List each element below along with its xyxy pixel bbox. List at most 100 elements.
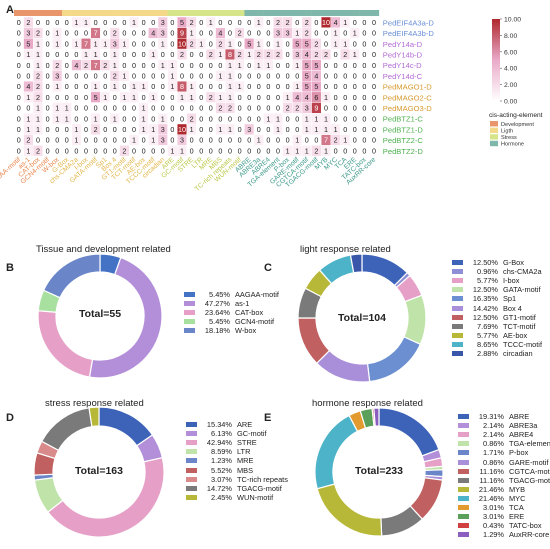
- heatmap-cell-value: 1: [257, 61, 261, 70]
- heatmap-row-label: PedBTZ1-D: [383, 125, 424, 134]
- heatmap-legend-swatch: [490, 140, 498, 147]
- heatmap-group-bar-14: [148, 10, 159, 16]
- legend-percent: 12.50%: [472, 312, 498, 322]
- heatmap-cell-value: 0: [372, 93, 376, 102]
- heatmap-cell-value: 0: [151, 71, 155, 80]
- donut-chart-b: [37, 253, 163, 379]
- heatmap-cell-value: 1: [94, 114, 98, 123]
- heatmap-cell-value: 0: [362, 136, 366, 145]
- heatmap-row-label: PedY14c-D: [383, 61, 422, 70]
- heatmap-cell-value: 0: [132, 29, 136, 38]
- legend-percent: 8.65%: [477, 339, 498, 349]
- heatmap-cell-value: 0: [94, 104, 98, 113]
- heatmap-cell-value: 1: [305, 146, 309, 155]
- heatmap-cell-value: 0: [151, 61, 155, 70]
- heatmap-cell-value: 0: [122, 82, 126, 91]
- heatmap-cell-value: 2: [295, 104, 299, 113]
- heatmap-cell-value: 2: [122, 146, 126, 155]
- heatmap-cell-value: 0: [199, 136, 203, 145]
- heatmap-legend-label: Development: [501, 122, 534, 128]
- legend-item-ltr: 8.59% LTR: [186, 447, 288, 456]
- heatmap-cell-value: 1: [26, 50, 30, 59]
- heatmap-cell-value: 0: [372, 104, 376, 113]
- legend-swatch: [184, 319, 195, 325]
- heatmap-cell-value: 0: [362, 29, 366, 38]
- heatmap-cell-value: 0: [353, 125, 357, 134]
- heatmap-cell-value: 1: [247, 50, 251, 59]
- legend-swatch: [458, 486, 469, 492]
- donut-chart-d: [33, 406, 165, 538]
- heatmap-cell-value: 0: [46, 18, 50, 27]
- colorbar-tick-label: 2.00: [504, 82, 517, 89]
- heatmap-cell-value: 0: [276, 146, 280, 155]
- heatmap-cell-value: 7: [94, 61, 98, 70]
- heatmap-cell-value: 0: [55, 18, 59, 27]
- heatmap-cell-value: 0: [334, 146, 338, 155]
- heatmap-cell-value: 0: [94, 71, 98, 80]
- heatmap-cell-value: 1: [161, 61, 165, 70]
- heatmap-cell-value: 0: [257, 125, 261, 134]
- legend-item-myc: 21.46% MYC: [458, 494, 550, 503]
- panel-letter-b: B: [6, 262, 14, 274]
- heatmap-cell-value: 0: [324, 29, 328, 38]
- legend-item-myb: 21.46% MYB: [458, 485, 550, 494]
- legend-percent: 5.45%: [209, 317, 230, 327]
- heatmap-cell-value: 0: [353, 104, 357, 113]
- legend-item-abre4: 2.14% ABRE4: [458, 430, 550, 439]
- heatmap-cell-value: 0: [142, 29, 146, 38]
- colorbar: [492, 19, 500, 101]
- panel-c-total: Total=104: [338, 312, 386, 324]
- heatmap-cell-value: 1: [295, 61, 299, 70]
- heatmap-cell-value: 0: [103, 114, 107, 123]
- legend-label: W-box: [235, 326, 257, 336]
- heatmap-cell-value: 5: [295, 39, 299, 48]
- legend-swatch: [452, 323, 463, 329]
- heatmap-cell-value: 0: [113, 146, 117, 155]
- panel-b-total: Total=55: [78, 308, 122, 320]
- legend-label: MBS: [237, 465, 254, 475]
- heatmap-cell-value: 0: [238, 146, 242, 155]
- heatmap-cell-value: 10: [178, 39, 186, 48]
- legend-swatch: [452, 269, 463, 275]
- heatmap-cell-value: 0: [74, 71, 78, 80]
- heatmap-cell-value: 0: [343, 93, 347, 102]
- legend-swatch: [186, 422, 197, 428]
- heatmap-cell-value: 1: [94, 39, 98, 48]
- heatmap-cell-value: 0: [84, 104, 88, 113]
- heatmap-cell-value: 0: [362, 146, 366, 155]
- heatmap-cell-value: 10: [322, 18, 330, 27]
- heatmap-cell-value: 0: [228, 18, 232, 27]
- legend-item-wun-motif: 2.45% WUN-motif: [186, 493, 288, 502]
- heatmap-cell-value: 0: [286, 50, 290, 59]
- heatmap-cell-value: 0: [65, 82, 69, 91]
- heatmap-cell-value: 1: [190, 82, 194, 91]
- legend-percent: 5.52%: [211, 465, 232, 475]
- heatmap-cell-value: 1: [170, 82, 174, 91]
- heatmap-cell-value: 0: [238, 18, 242, 27]
- heatmap-cell-value: 1: [295, 29, 299, 38]
- legend-label: GT1-motif: [503, 312, 536, 322]
- heatmap-cell-value: 0: [170, 29, 174, 38]
- heatmap-cell-value: 0: [122, 50, 126, 59]
- heatmap-group-bar-15: [158, 10, 168, 16]
- legend-item-gt1-motif: 12.50% GT1-motif: [452, 313, 542, 322]
- heatmap-cell-value: 2: [305, 29, 309, 38]
- legend-item-mbs: 5.52% MBS: [186, 466, 288, 475]
- heatmap-cell-value: 5: [314, 61, 318, 70]
- heatmap-cell-value: 1: [142, 125, 146, 134]
- heatmap-cell-value: 5: [305, 39, 309, 48]
- heatmap-cell-value: 1: [190, 29, 194, 38]
- legend-label: I-box: [503, 276, 520, 286]
- heatmap-cell-value: 2: [334, 136, 338, 145]
- heatmap-cell-value: 0: [295, 71, 299, 80]
- legend-swatch: [452, 260, 463, 266]
- legend-item-tgacg-motif: 14.72% TGACG-motif: [186, 484, 288, 493]
- heatmap-cell-value: 1: [353, 50, 357, 59]
- heatmap-group-bar-17: [177, 10, 188, 16]
- legend-item-mre: 1.23% MRE: [186, 456, 288, 465]
- heatmap-cell-value: 2: [190, 39, 194, 48]
- heatmap-cell-value: 2: [113, 29, 117, 38]
- heatmap-cell-value: 0: [209, 39, 213, 48]
- heatmap-cell-value: 1: [238, 82, 242, 91]
- heatmap-cell-value: 0: [199, 29, 203, 38]
